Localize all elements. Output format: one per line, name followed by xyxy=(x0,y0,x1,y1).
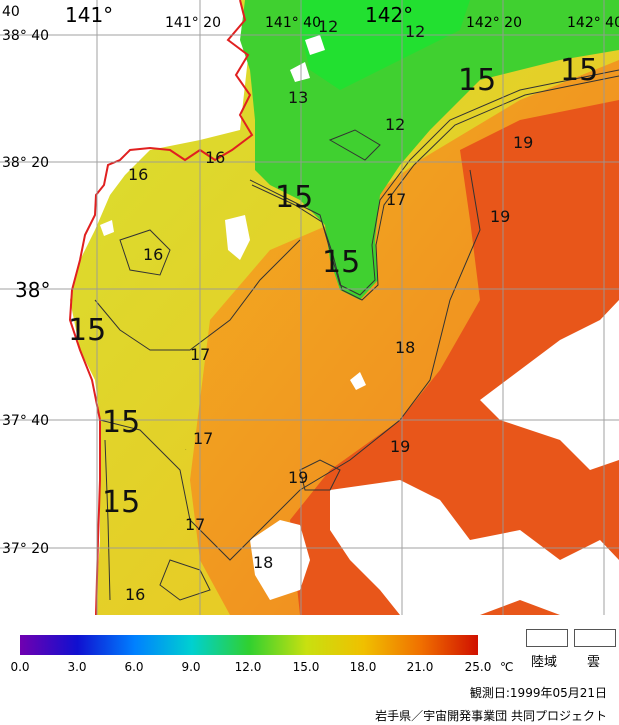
contour-label: 12 xyxy=(405,22,425,41)
land-legend-swatch xyxy=(526,629,568,647)
colorbar-tick: 21.0 xyxy=(406,660,434,674)
credit-text: 岩手県／宇宙開発事業団 共同プロジェクト xyxy=(375,709,607,723)
cloud-legend-swatch xyxy=(574,629,616,647)
contour-label: 15 xyxy=(102,405,140,440)
lat-label: 37° 20 xyxy=(2,541,49,557)
colorbar-tick: 12.0 xyxy=(234,660,262,674)
contour-label: 15 xyxy=(102,485,140,520)
graticule xyxy=(0,0,619,615)
lon-label: 142° 20 xyxy=(466,15,522,31)
contour-label: 17 xyxy=(185,449,187,451)
contour-label: 15 xyxy=(322,245,360,280)
cloud-legend-label: 雲 xyxy=(587,655,601,670)
lon-label: 141° xyxy=(65,3,113,27)
lon-label: 141° 20 xyxy=(165,15,221,31)
contour-label: 17 xyxy=(193,429,213,448)
contour-label: 16 xyxy=(143,245,163,264)
sst-map: 40 141° 141° 20 141° 40 142° 142° 20 142… xyxy=(0,0,619,615)
lat-label: 38° 20 xyxy=(2,155,49,171)
lat-label: 38° 40 xyxy=(2,28,49,44)
colorbar-tick: 6.0 xyxy=(124,660,144,674)
contour-label: 18 xyxy=(253,553,273,572)
land-legend-label: 陸域 xyxy=(531,655,558,670)
contour-label: 19 xyxy=(490,207,510,226)
contour-label: 16 xyxy=(128,165,148,184)
contour-label: 12 xyxy=(385,115,405,134)
colorbar-tick: 9.0 xyxy=(181,660,201,674)
lon-label: 141° 40 xyxy=(265,15,321,31)
contour-label: 12 xyxy=(318,17,338,36)
contour-label: 16 xyxy=(125,585,145,604)
sst-map-canvas: 40 141° 141° 20 141° 40 142° 142° 20 142… xyxy=(0,0,619,615)
contour-label: 17 xyxy=(386,190,406,209)
colorbar-tick: 15.0 xyxy=(292,660,320,674)
contour-label: 15 xyxy=(68,313,106,348)
colorbar-tick: 3.0 xyxy=(67,660,87,674)
temperature-colorbar xyxy=(20,635,478,655)
isotherm-lines xyxy=(94,69,619,601)
colorbar-tick: 18.0 xyxy=(349,660,377,674)
colorbar-tick: 25.0 xyxy=(464,660,492,674)
contour-label: 19 xyxy=(513,133,533,152)
coastline xyxy=(68,0,254,615)
contour-label: 19 xyxy=(390,437,410,456)
contour-value-labels: 12 12 13 12 15 15 19 16 16 15 17 19 16 1… xyxy=(68,17,598,604)
lon-label: 142° 40 xyxy=(567,15,619,31)
graticule-labels: 40 141° 141° 20 141° 40 142° 142° 20 142… xyxy=(2,3,619,557)
contour-label: 15 xyxy=(560,53,598,88)
lon-label: 142° xyxy=(365,3,413,27)
lat-label: 37° 40 xyxy=(2,413,49,429)
observation-date: 観測日:1999年05月21日 xyxy=(469,686,607,700)
colorbar-tick: 0.0 xyxy=(10,660,30,674)
contour-label: 18 xyxy=(395,338,415,357)
corner-label: 40 xyxy=(2,4,20,20)
contour-label: 15 xyxy=(275,180,313,215)
contour-label: 19 xyxy=(288,468,308,487)
lat-label: 38° xyxy=(15,278,50,302)
contour-label: 17 xyxy=(185,515,205,534)
sea-cold-bright xyxy=(300,0,470,90)
contour-label: 15 xyxy=(458,63,496,98)
contour-label: 17 xyxy=(190,345,210,364)
colorbar-unit: ℃ xyxy=(500,660,514,674)
contour-label: 13 xyxy=(288,88,308,107)
contour-label: 16 xyxy=(205,148,225,167)
